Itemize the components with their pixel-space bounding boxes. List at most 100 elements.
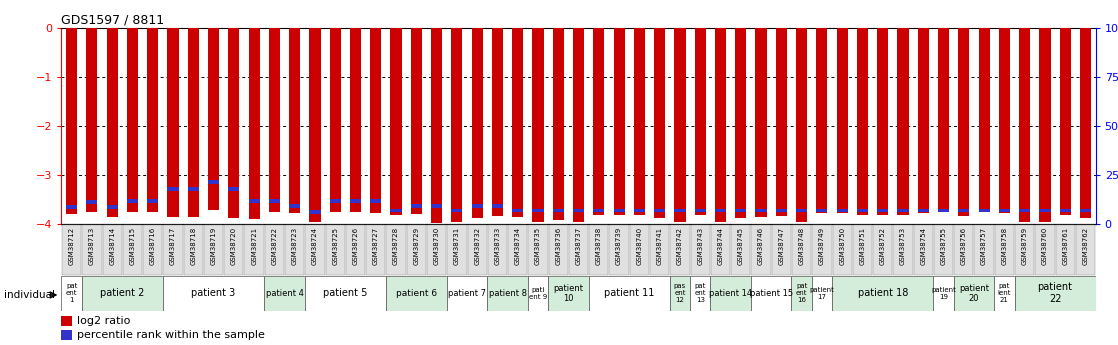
FancyBboxPatch shape (427, 225, 446, 275)
Text: patient 15: patient 15 (750, 289, 793, 298)
Text: patient
20: patient 20 (959, 284, 989, 303)
Bar (1040, 28, 1051, 222)
Bar (634, 28, 645, 215)
Bar (330, 28, 341, 212)
Bar (350, 203, 361, 212)
Bar (1080, 28, 1091, 218)
Bar (574, 213, 584, 222)
Bar (310, 210, 321, 214)
Text: GSM38733: GSM38733 (494, 227, 501, 265)
Text: GSM38739: GSM38739 (616, 227, 622, 265)
FancyBboxPatch shape (975, 225, 994, 275)
FancyBboxPatch shape (913, 225, 932, 275)
Bar (574, 28, 584, 222)
Text: GSM38746: GSM38746 (758, 227, 764, 265)
Bar (694, 213, 705, 215)
Text: patient 7: patient 7 (448, 289, 486, 298)
Text: log2 ratio: log2 ratio (77, 316, 131, 326)
Bar (878, 213, 889, 215)
Text: GSM38732: GSM38732 (474, 227, 480, 265)
Bar (268, 28, 280, 212)
Bar (938, 28, 949, 212)
Bar (918, 28, 929, 214)
Bar (654, 28, 665, 218)
FancyBboxPatch shape (671, 225, 690, 275)
Bar (370, 203, 381, 214)
FancyBboxPatch shape (670, 276, 690, 310)
Text: patient
10: patient 10 (553, 284, 584, 303)
Text: GSM38757: GSM38757 (982, 227, 987, 265)
Bar (390, 208, 401, 213)
Text: pati
ent 9: pati ent 9 (529, 287, 547, 300)
FancyBboxPatch shape (305, 225, 324, 275)
Bar (574, 208, 584, 213)
FancyBboxPatch shape (751, 225, 770, 275)
Bar (776, 213, 787, 216)
Bar (350, 199, 361, 203)
Bar (654, 213, 665, 218)
Bar (208, 28, 219, 210)
Text: patient
19: patient 19 (931, 287, 956, 300)
Bar (1080, 213, 1091, 218)
Text: GSM38724: GSM38724 (312, 227, 318, 265)
Bar (856, 213, 868, 215)
Text: GSM38719: GSM38719 (210, 227, 217, 265)
FancyBboxPatch shape (1035, 225, 1054, 275)
Text: GSM38755: GSM38755 (940, 227, 947, 265)
Bar (898, 28, 909, 215)
Bar (958, 213, 969, 216)
Bar (1040, 213, 1051, 222)
Bar (898, 213, 909, 215)
FancyBboxPatch shape (265, 225, 284, 275)
Text: GSM38737: GSM38737 (576, 227, 581, 265)
Bar (714, 28, 726, 222)
Text: GSM38762: GSM38762 (1082, 227, 1089, 265)
Bar (126, 203, 138, 212)
Bar (532, 213, 543, 222)
Bar (472, 28, 483, 218)
Bar (370, 199, 381, 203)
Bar (674, 213, 685, 222)
FancyBboxPatch shape (447, 276, 487, 310)
FancyBboxPatch shape (812, 276, 832, 310)
Text: GSM38745: GSM38745 (738, 227, 743, 265)
Bar (310, 214, 321, 222)
Text: GSM38722: GSM38722 (272, 227, 277, 265)
FancyBboxPatch shape (285, 225, 304, 275)
Bar (61, 316, 72, 326)
Text: GSM38735: GSM38735 (536, 227, 541, 265)
Bar (796, 28, 807, 222)
Bar (918, 213, 929, 214)
Bar (188, 187, 199, 191)
Bar (674, 208, 685, 213)
Text: GSM38726: GSM38726 (352, 227, 359, 265)
Bar (998, 28, 1010, 214)
FancyBboxPatch shape (1076, 225, 1096, 275)
Text: GSM38743: GSM38743 (698, 227, 703, 265)
FancyBboxPatch shape (548, 276, 589, 310)
Bar (958, 208, 969, 213)
FancyBboxPatch shape (710, 276, 751, 310)
Bar (148, 199, 159, 203)
Bar (228, 28, 239, 218)
Text: GSM38736: GSM38736 (556, 227, 561, 265)
Text: GSM38751: GSM38751 (860, 227, 865, 265)
Bar (1020, 208, 1031, 213)
Bar (836, 208, 847, 213)
FancyBboxPatch shape (345, 225, 366, 275)
Text: GSM38752: GSM38752 (880, 227, 885, 265)
FancyBboxPatch shape (1015, 225, 1034, 275)
Text: pat
ent
1: pat ent 1 (66, 283, 77, 303)
Bar (674, 28, 685, 222)
Bar (1040, 208, 1051, 213)
Bar (654, 208, 665, 213)
Bar (938, 212, 949, 213)
Bar (776, 208, 787, 213)
Bar (816, 213, 827, 214)
Bar (268, 199, 280, 203)
Text: patient 11: patient 11 (604, 288, 654, 298)
Text: GSM38718: GSM38718 (190, 227, 197, 265)
Text: GSM38760: GSM38760 (1042, 227, 1048, 265)
FancyBboxPatch shape (1055, 225, 1074, 275)
Text: patient 4: patient 4 (266, 289, 303, 298)
